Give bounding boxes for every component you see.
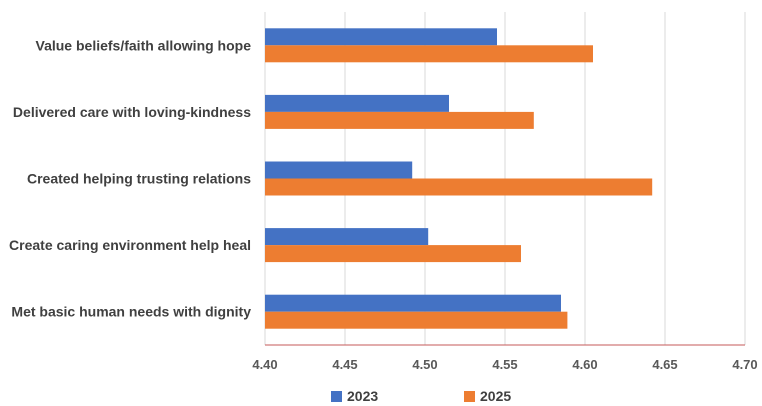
bar-2025 xyxy=(265,111,534,129)
bar-2025 xyxy=(265,311,568,329)
legend-label-2025: 2025 xyxy=(480,388,511,404)
x-tick-label: 4.40 xyxy=(252,357,277,372)
bar-2025 xyxy=(265,245,521,263)
legend-label-2023: 2023 xyxy=(347,388,378,404)
x-tick-label: 4.60 xyxy=(572,357,597,372)
category-label: Delivered care with loving-kindness xyxy=(13,104,251,120)
bars xyxy=(265,28,653,329)
bar-2025 xyxy=(265,178,653,196)
category-label: Create caring environment help heal xyxy=(9,237,251,253)
category-label: Met basic human needs with dignity xyxy=(11,304,251,320)
tick-labels: 4.40 4.45 4.50 4.55 4.60 4.65 4.70 xyxy=(252,357,757,372)
category-labels: Value beliefs/faith allowing hope Deliver… xyxy=(9,37,251,319)
legend: 2023 2025 xyxy=(331,388,511,404)
bar-2023 xyxy=(265,94,449,112)
x-tick-label: 4.70 xyxy=(732,357,757,372)
bar-2023 xyxy=(265,294,561,312)
x-tick-label: 4.45 xyxy=(332,357,357,372)
x-tick-label: 4.55 xyxy=(492,357,517,372)
bar-2023 xyxy=(265,161,413,179)
category-label: Created helping trusting relations xyxy=(27,171,251,187)
category-label: Value beliefs/faith allowing hope xyxy=(36,37,252,53)
legend-swatch-2023 xyxy=(331,391,342,402)
bar-2025 xyxy=(265,45,593,63)
bar-2023 xyxy=(265,28,497,46)
bar-2023 xyxy=(265,228,429,246)
x-tick-label: 4.65 xyxy=(652,357,677,372)
x-tick-label: 4.50 xyxy=(412,357,437,372)
legend-swatch-2025 xyxy=(464,391,475,402)
